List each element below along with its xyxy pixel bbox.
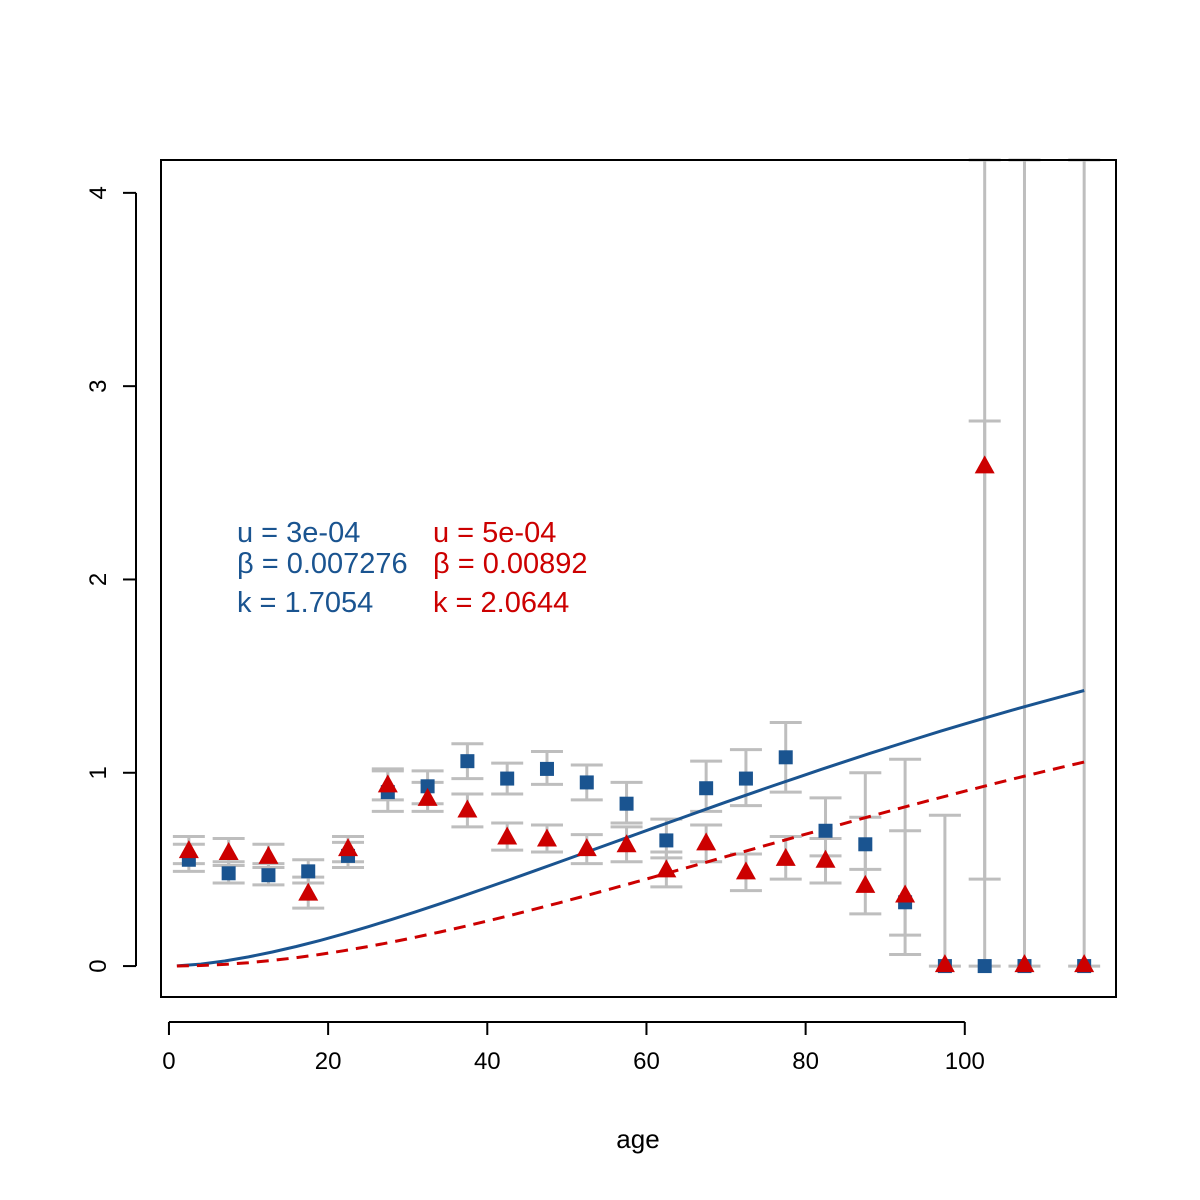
data-point-triangle — [775, 847, 796, 866]
data-point-triangle — [298, 882, 319, 901]
data-point-square — [818, 823, 833, 838]
data-point-triangle — [974, 455, 995, 474]
data-point-triangle — [536, 828, 557, 847]
annot-blue-beta: β = 0.007276 — [237, 548, 408, 580]
fit-curve-red — [176, 760, 1085, 968]
data-point-square — [858, 837, 873, 852]
data-point-triangle — [497, 826, 518, 845]
data-point-square — [699, 781, 714, 796]
annot-blue-k: k = 1.7054 — [237, 587, 373, 619]
data-point-square — [579, 775, 594, 790]
data-point-triangle — [178, 840, 199, 859]
fit-curve-blue — [176, 689, 1085, 968]
data-point-square — [778, 750, 793, 765]
y-tick-label: 4 — [85, 186, 112, 199]
data-point-triangle — [895, 884, 916, 903]
data-point-triangle — [338, 838, 359, 857]
data-point-triangle — [815, 849, 836, 868]
data-point-triangle — [258, 845, 279, 864]
data-point-triangle — [457, 799, 478, 818]
data-point-triangle — [696, 832, 717, 851]
data-point-square — [738, 771, 753, 786]
data-point-triangle — [934, 954, 955, 973]
y-tick-label: 3 — [85, 379, 112, 392]
data-point-square — [261, 868, 276, 883]
x-axis: 0 20 40 60 80 100 — [162, 1021, 985, 1075]
y-tick-label: 2 — [85, 573, 112, 586]
data-point-triangle — [656, 859, 677, 878]
data-point-triangle — [1014, 954, 1035, 973]
data-point-square — [977, 959, 992, 974]
data-point-triangle — [735, 861, 756, 880]
data-point-square — [460, 754, 475, 769]
data-point-triangle — [616, 834, 637, 853]
annot-red-u: u = 5e-04 — [433, 517, 556, 549]
x-tick-label: 40 — [474, 1048, 501, 1075]
y-tick-label: 1 — [85, 766, 112, 779]
plot-frame — [160, 159, 1117, 998]
data-point-square — [539, 761, 554, 776]
x-tick-label: 0 — [162, 1048, 175, 1075]
annot-red-beta: β = 0.00892 — [433, 548, 588, 580]
data-point-triangle — [1074, 954, 1095, 973]
x-tick-label: 60 — [633, 1048, 660, 1075]
data-point-square — [659, 833, 674, 848]
data-point-triangle — [576, 838, 597, 857]
data-point-triangle — [855, 874, 876, 893]
data-point-triangle — [377, 774, 398, 793]
data-point-square — [500, 771, 515, 786]
data-points-layer — [178, 455, 1095, 974]
data-point-square — [420, 779, 435, 794]
data-point-triangle — [417, 787, 438, 806]
y-axis: 0 1 2 3 4 — [85, 186, 137, 973]
x-tick-label: 100 — [945, 1048, 985, 1075]
x-tick-label: 80 — [792, 1048, 819, 1075]
y-tick-label: 0 — [85, 959, 112, 972]
annotation-block: u = 3e-04 β = 0.007276 k = 1.7054 u = 5e… — [237, 517, 588, 619]
data-point-triangle — [218, 842, 239, 861]
data-point-square — [619, 796, 634, 811]
x-axis-title: age — [616, 1124, 659, 1154]
data-point-square — [301, 864, 316, 879]
fit-curves-layer — [176, 689, 1085, 968]
data-point-square — [221, 866, 236, 881]
x-tick-label: 20 — [315, 1048, 342, 1075]
annot-red-k: k = 2.0644 — [433, 587, 569, 619]
annot-blue-u: u = 3e-04 — [237, 517, 360, 549]
